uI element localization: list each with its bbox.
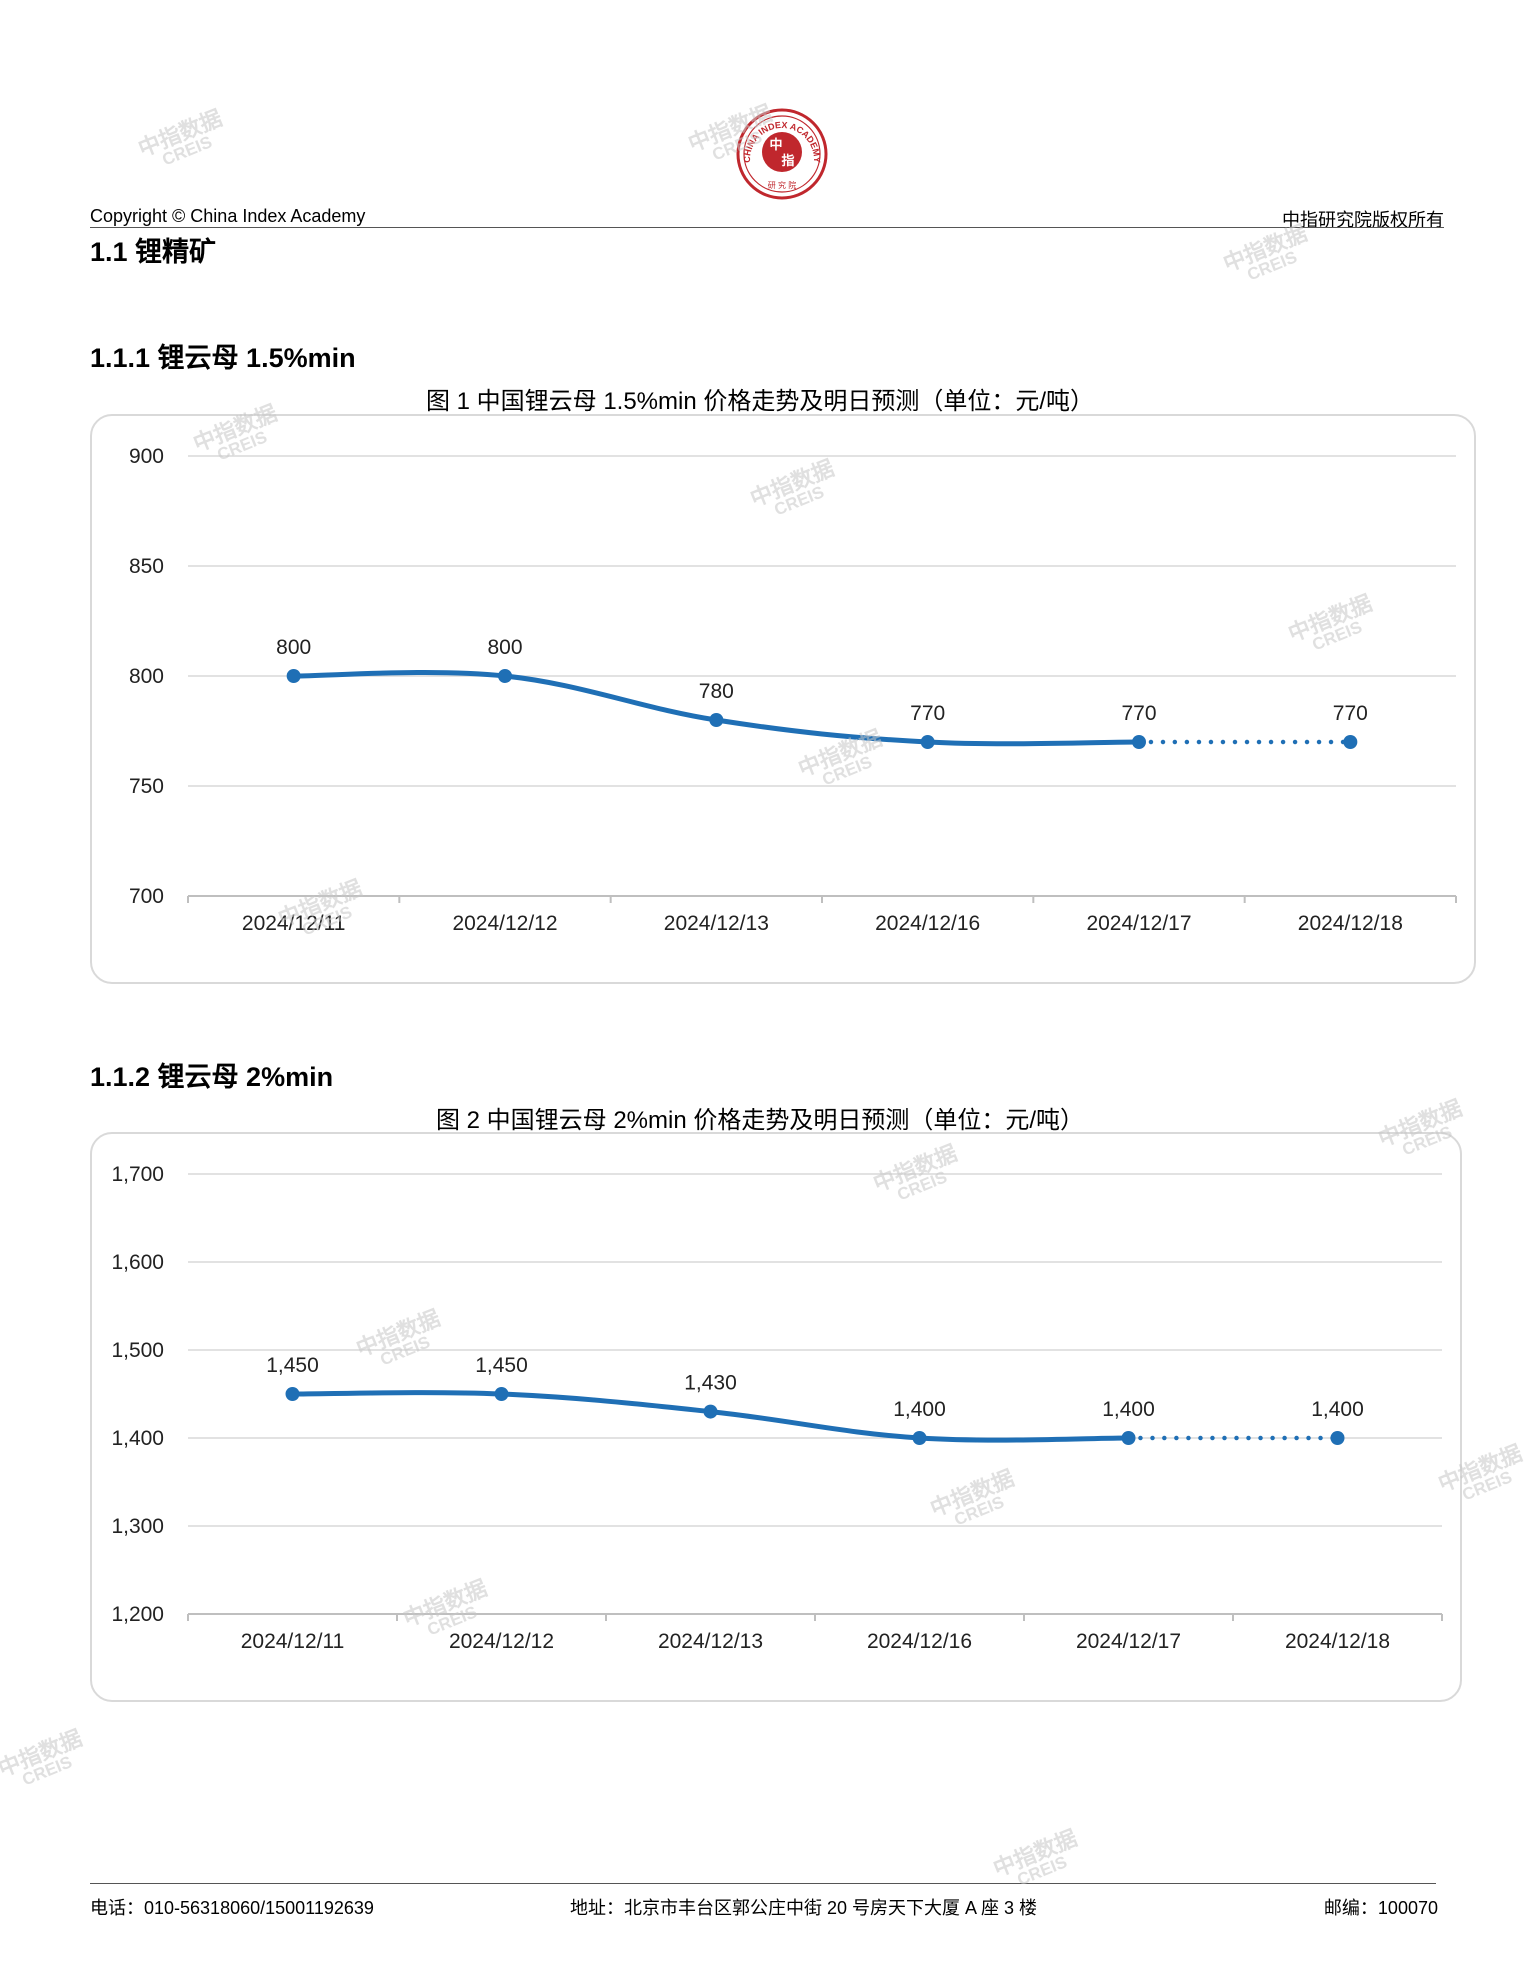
footer-divider — [90, 1883, 1436, 1884]
y-tick-label: 700 — [129, 885, 164, 908]
footer-address: 地址：北京市丰台区郭公庄中街 20 号房天下大厦 A 座 3 楼 — [570, 1898, 1038, 1918]
data-point — [709, 713, 724, 727]
seal-bottom-text: 研 究 院 — [768, 180, 796, 190]
x-tick-label: 2024/12/18 — [1298, 912, 1403, 935]
rights-text: 中指研究院版权所有 — [1282, 210, 1444, 231]
data-point — [912, 1431, 927, 1445]
figure-2-caption: 图 2 中国锂云母 2%min 价格走势及明日预测（单位：元/吨） — [435, 1107, 1085, 1134]
data-label: 770 — [1333, 702, 1368, 725]
watermark: 中指数据 CREIS — [1219, 221, 1311, 285]
x-tick-label: 2024/12/11 — [241, 1630, 345, 1653]
data-label: 770 — [1121, 702, 1156, 725]
data-label: 1,400 — [893, 1398, 946, 1421]
y-tick-label: 1,200 — [111, 1603, 164, 1626]
data-point — [703, 1404, 718, 1419]
watermark: 中指数据 CREIS — [134, 106, 226, 170]
chart-2-plot: 1,700 1,600 1,500 1,400 1,300 1,200 2024/12/11… — [111, 1163, 1443, 1653]
data-label: 800 — [276, 636, 311, 659]
x-tick-label: 2024/12/16 — [867, 1630, 972, 1653]
data-point — [498, 669, 512, 683]
x-tick-label: 2024/12/16 — [875, 912, 980, 935]
data-label: 780 — [699, 680, 734, 703]
chart-1-plot: 900 850 800 750 700 2024/12/11 2024/12/12 2024/… — [129, 445, 1457, 935]
data-point — [1343, 735, 1358, 749]
seal-center-bottom: 指 — [781, 153, 794, 168]
data-point — [285, 1387, 300, 1401]
data-label: 770 — [910, 702, 945, 725]
x-tick-label: 2024/12/13 — [658, 1630, 763, 1653]
section-1-1-1-title: 1.1.1 锂云母 1.5%min — [90, 343, 356, 373]
y-tick-label: 1,400 — [111, 1427, 164, 1450]
y-tick-label: 800 — [129, 665, 164, 688]
y-tick-label: 1,700 — [111, 1163, 164, 1186]
x-tick-label: 2024/12/18 — [1285, 1630, 1390, 1653]
watermark: 中指数据 CREIS — [0, 1726, 86, 1790]
data-label: 800 — [487, 636, 522, 659]
x-tick-label: 2024/12/12 — [449, 1630, 554, 1653]
section-1-1-title: 1.1 锂精矿 — [90, 237, 217, 267]
data-label: 1,430 — [684, 1372, 737, 1395]
section-1-1-2-title: 1.1.2 锂云母 2%min — [90, 1062, 334, 1092]
x-tick-label: 2024/12/17 — [1076, 1630, 1181, 1653]
chart-1-frame: 900 850 800 750 700 2024/12/11 2024/12/12 2024/… — [90, 414, 1476, 984]
y-tick-label: 750 — [129, 775, 164, 798]
data-label: 1,400 — [1311, 1398, 1364, 1421]
header-divider — [90, 227, 1444, 228]
data-point — [920, 735, 935, 749]
data-point — [1132, 735, 1146, 749]
data-point — [494, 1387, 509, 1401]
data-label: 1,450 — [266, 1354, 319, 1377]
y-tick-label: 1,600 — [111, 1251, 164, 1274]
x-tick-label: 2024/12/11 — [242, 912, 346, 935]
chart-2-frame: 1,700 1,600 1,500 1,400 1,300 1,200 2024/12/11… — [90, 1132, 1462, 1702]
x-tick-label: 2024/12/17 — [1086, 912, 1191, 935]
y-tick-label: 1,300 — [111, 1515, 164, 1538]
academy-seal-logo: CHINA INDEX ACADEMY 中 指 研 究 院 — [736, 108, 828, 200]
seal-center-top: 中 — [769, 137, 782, 152]
data-label: 1,400 — [1102, 1398, 1155, 1421]
data-point — [1121, 1431, 1136, 1445]
watermark: 中指数据 CREIS — [989, 1826, 1081, 1890]
copyright-text: Copyright © China Index Academy — [90, 206, 366, 226]
footer-postcode: 邮编：100070 — [1323, 1898, 1438, 1918]
y-tick-label: 1,500 — [111, 1339, 164, 1362]
x-tick-label: 2024/12/12 — [452, 912, 557, 935]
footer-phone: 电话：010-56318060/15001192639 — [90, 1898, 374, 1918]
data-point — [286, 669, 301, 683]
y-tick-label: 850 — [129, 555, 164, 578]
y-tick-label: 900 — [129, 445, 164, 468]
data-label: 1,450 — [475, 1354, 528, 1377]
data-point — [1330, 1431, 1345, 1445]
figure-1-caption: 图 1 中国锂云母 1.5%min 价格走势及明日预测（单位：元/吨） — [425, 388, 1095, 415]
x-tick-label: 2024/12/13 — [664, 912, 769, 935]
